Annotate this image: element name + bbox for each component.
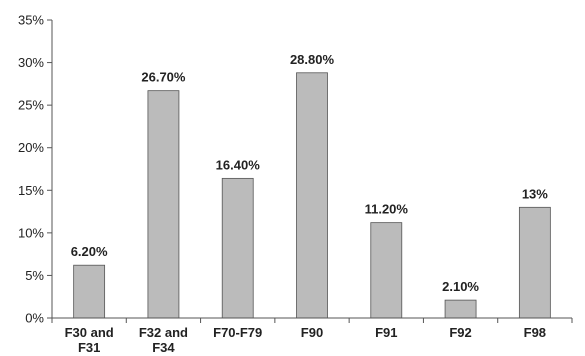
bar bbox=[73, 264, 106, 319]
bar bbox=[370, 222, 403, 319]
data-label: 6.20% bbox=[71, 244, 108, 259]
y-tick-label: 25% bbox=[18, 98, 44, 113]
bar bbox=[221, 177, 254, 319]
bar bbox=[296, 72, 328, 319]
x-category-label: F98 bbox=[524, 325, 546, 340]
x-category-label: F30 and bbox=[65, 325, 114, 340]
x-category-label: F91 bbox=[375, 325, 397, 340]
data-label: 13% bbox=[522, 186, 548, 201]
x-category-label: F70-F79 bbox=[213, 325, 262, 340]
y-tick-label: 15% bbox=[18, 183, 44, 198]
bar bbox=[518, 206, 551, 319]
y-tick-label: 20% bbox=[18, 140, 44, 155]
y-tick-label: 5% bbox=[25, 268, 44, 283]
bar bbox=[147, 90, 180, 319]
data-label: 26.70% bbox=[141, 70, 186, 85]
x-category-label: F31 bbox=[78, 340, 100, 355]
y-axis: 0% 5% 10% 15% 20% 25% 30% 35% bbox=[18, 13, 53, 326]
y-tick-label: 0% bbox=[25, 311, 44, 326]
y-tick-label: 35% bbox=[18, 13, 44, 28]
y-tick-label: 10% bbox=[18, 225, 44, 240]
bar bbox=[444, 299, 477, 319]
x-category-label: F92 bbox=[449, 325, 471, 340]
y-tick-label: 30% bbox=[18, 55, 44, 70]
data-labels: 6.20% 26.70% 16.40% 28.80% 11.20% 2.10% 13% bbox=[71, 52, 549, 294]
data-label: 16.40% bbox=[216, 157, 261, 172]
x-category-label: F32 and bbox=[139, 325, 188, 340]
x-category-label: F90 bbox=[301, 325, 323, 340]
x-category-label: F34 bbox=[152, 340, 175, 355]
bars bbox=[73, 72, 551, 319]
data-label: 28.80% bbox=[290, 52, 335, 67]
data-label: 11.20% bbox=[365, 202, 409, 217]
data-label: 2.10% bbox=[442, 279, 479, 294]
